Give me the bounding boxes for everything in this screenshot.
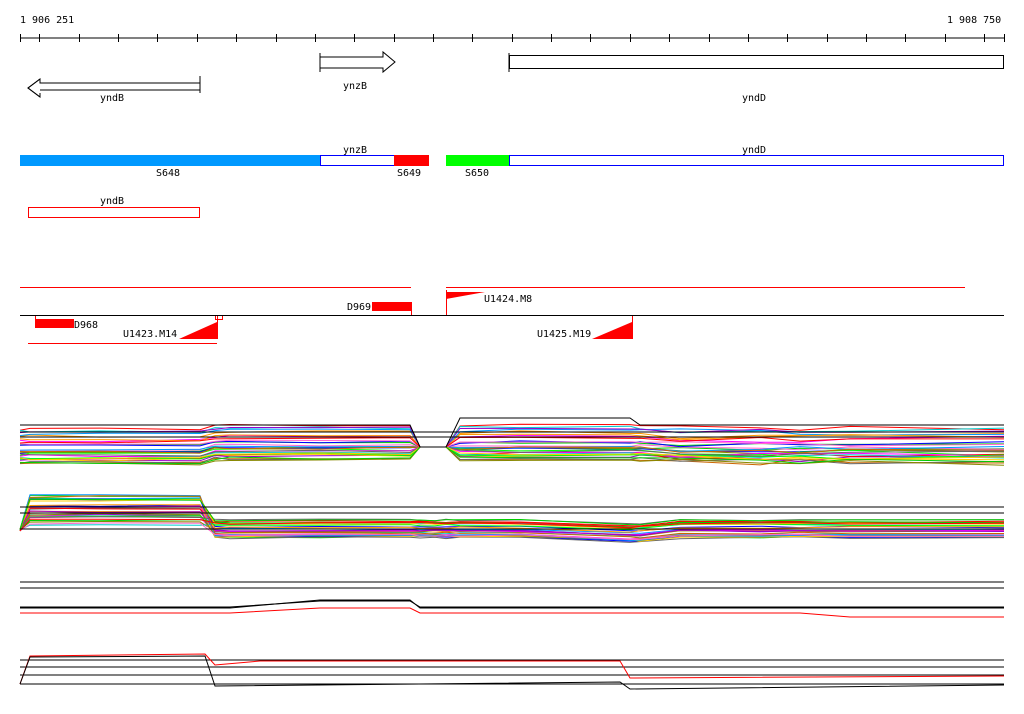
gene-yndB[interactable]: yndB [27,76,201,104]
ruler-end-label: 1 908 750 [947,15,1001,26]
expression-line [20,607,1004,618]
feature-U1424-M8[interactable] [446,292,485,299]
expression-profiles [19,417,1005,690]
feature-U1423-M14[interactable] [179,322,217,339]
feature-label-U1423: U1423.M14 [123,329,177,340]
gene-label: yndB [100,93,124,104]
gene-label: yndD [742,93,766,104]
gene-ynzB[interactable]: ynzB [319,50,396,92]
segment-label-S649: S649 [397,168,421,179]
segment-yndB[interactable] [28,207,200,218]
segment-yndD[interactable] [509,155,1004,166]
feature-label-D969: D969 [347,302,371,313]
segment-S650[interactable] [446,155,509,166]
expression-line [19,655,1005,690]
expression-line [20,599,1004,609]
expression-line [20,417,1004,448]
expression-line [19,653,1005,685]
segment-S649[interactable] [394,155,429,166]
gene-label: ynzB [343,81,367,92]
expression-line [19,504,1005,533]
expression-line [19,518,1005,532]
ruler-start-label: 1 906 251 [20,15,74,26]
feature-label-U1424: U1424.M8 [484,294,532,305]
expression-line [20,600,1004,608]
feature-D969[interactable] [372,302,411,311]
segment-ynzB[interactable] [320,155,395,166]
expression-line [19,510,1005,536]
segment-label-S650: S650 [465,168,489,179]
segment-label-yndB: yndB [100,196,124,207]
feature-label-D968: D968 [74,320,98,331]
ruler [20,34,1005,42]
segment-S648[interactable] [20,155,320,166]
expression-line [19,522,1004,541]
expression-line [19,498,1005,530]
gene-yndD[interactable]: yndD [508,53,1004,104]
segment-label-ynzB: ynzB [343,145,367,156]
segment-label-yndD: yndD [742,145,766,156]
feature-D968[interactable] [35,319,74,328]
feature-U1425-M19[interactable] [592,322,632,339]
feature-label-U1425: U1425.M19 [537,329,591,340]
segment-label-S648: S648 [156,168,180,179]
